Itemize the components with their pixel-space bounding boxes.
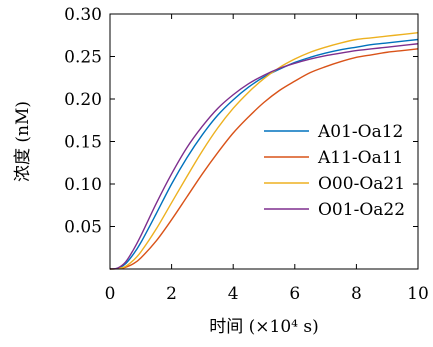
x-tick-label: 8: [351, 284, 362, 304]
series-lines: [109, 32, 419, 270]
x-tick-label: 4: [228, 284, 239, 304]
legend-label-A01-Oa12: A01-Oa12: [317, 122, 403, 142]
series-line-O01-Oa22: [109, 43, 419, 270]
x-axis-title: 时间 (×10⁴ s): [209, 317, 319, 337]
y-tick-label: 0.05: [64, 218, 102, 238]
y-tick-label: 0.20: [64, 90, 102, 110]
series-line-O00-Oa21: [109, 32, 419, 270]
series-line-A11-Oa11: [109, 48, 419, 270]
x-tick-label: 0: [105, 284, 116, 304]
y-axis-title: 浓度 (nM): [13, 101, 33, 182]
x-tick-label: 6: [289, 284, 300, 304]
y-tick-label: 0.30: [64, 5, 102, 25]
legend-label-O00-Oa21: O00-Oa21: [318, 174, 405, 194]
legend: A01-Oa12 A11-Oa11 O00-Oa21 O01-Oa22: [264, 122, 405, 220]
legend-label-A11-Oa11: A11-Oa11: [317, 148, 403, 168]
series-line-A01-Oa12: [109, 38, 419, 270]
x-tick-labels: 0 2 4 6 8 10: [105, 284, 429, 304]
y-tick-label: 0.25: [64, 48, 102, 68]
y-tick-label: 0.15: [64, 133, 102, 153]
axis-ticks: [109, 13, 419, 269]
y-tick-labels: 0.05 0.10 0.15 0.20 0.25 0.30: [64, 5, 102, 238]
x-tick-label: 10: [407, 284, 429, 304]
legend-label-O01-Oa22: O01-Oa22: [318, 200, 405, 220]
x-tick-label: 2: [166, 284, 177, 304]
y-tick-label: 0.10: [64, 175, 102, 195]
